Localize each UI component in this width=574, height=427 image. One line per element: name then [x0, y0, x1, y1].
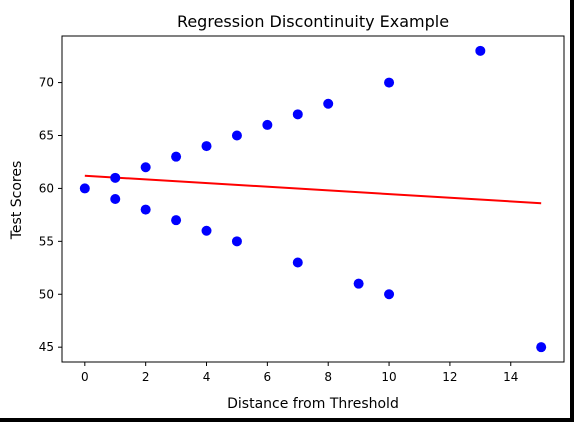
data-point — [384, 289, 395, 300]
data-point — [140, 204, 151, 215]
y-tick-label: 60 — [39, 181, 54, 195]
regression-line — [84, 174, 542, 205]
window-edge-bottom — [0, 418, 574, 422]
window-edge-right — [570, 0, 574, 422]
data-point — [231, 236, 242, 247]
x-tick-label: 2 — [142, 370, 150, 384]
x-axis-label: Distance from Threshold — [227, 396, 399, 412]
data-point — [384, 77, 395, 88]
data-point — [201, 141, 212, 152]
data-point — [140, 162, 151, 173]
data-point — [292, 109, 303, 120]
data-point — [292, 257, 303, 268]
y-tick-label: 50 — [39, 287, 54, 301]
y-axis-label: Test Scores — [9, 161, 25, 241]
data-point — [110, 172, 121, 183]
data-point — [231, 130, 242, 141]
y-tick-label: 45 — [39, 340, 54, 354]
x-tick-label: 8 — [324, 370, 332, 384]
x-tick-label: 14 — [503, 370, 518, 384]
chart-title: Regression Discontinuity Example — [177, 12, 449, 31]
data-point — [201, 225, 212, 236]
data-point — [262, 119, 273, 130]
x-tick-label: 4 — [203, 370, 211, 384]
data-point — [323, 98, 334, 109]
data-point — [353, 278, 364, 289]
x-tick-label: 6 — [264, 370, 272, 384]
x-tick-label: 12 — [442, 370, 457, 384]
data-point — [79, 183, 90, 194]
data-point — [536, 342, 547, 353]
data-point — [110, 194, 121, 204]
plot-area-frame — [61, 35, 565, 363]
data-point — [475, 45, 486, 56]
x-tick-label: 0 — [81, 370, 89, 384]
x-tick-label: 10 — [381, 370, 396, 384]
y-tick-label: 55 — [39, 234, 54, 248]
y-tick-label: 65 — [39, 128, 54, 142]
y-tick-label: 70 — [39, 76, 54, 90]
data-point — [171, 151, 182, 162]
data-point — [171, 215, 182, 226]
